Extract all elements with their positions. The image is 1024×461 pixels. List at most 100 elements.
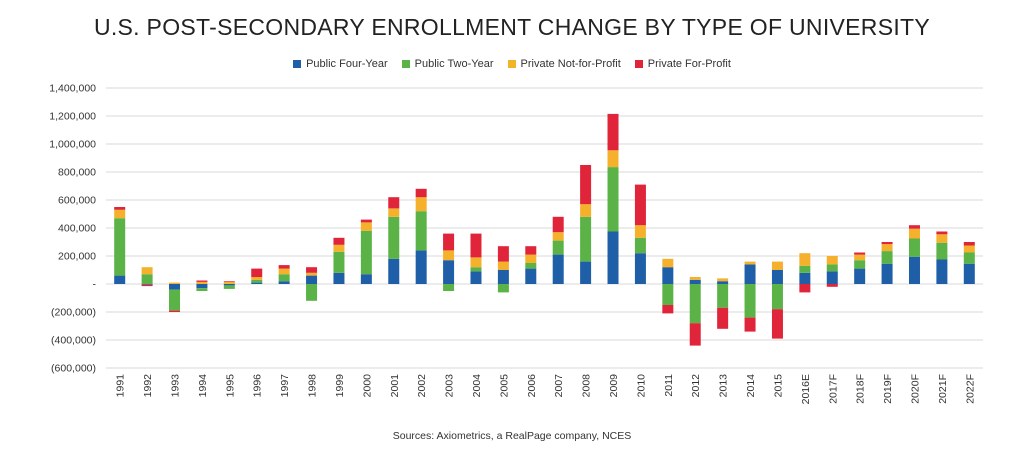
bar-segment-private-for-profit-2007 <box>552 216 564 233</box>
bar-segment-private-for-profit-2017F <box>826 284 838 287</box>
x-tick-label: 2001 <box>389 374 401 398</box>
x-tick-label: 2010 <box>635 374 647 398</box>
bar-segment-private-not-for-profit-2022F <box>963 245 975 253</box>
y-tick-label: (600,000) <box>51 363 96 375</box>
bar-segment-private-for-profit-2018F <box>854 252 866 255</box>
x-tick-label: 1996 <box>252 374 264 398</box>
bar-segment-public-two-year-2007 <box>552 240 564 255</box>
bar-segment-private-for-profit-2013 <box>717 307 729 329</box>
bar-segment-private-for-profit-2021F <box>936 231 948 235</box>
x-tick-label: 2015 <box>772 374 784 398</box>
bar-segment-private-not-for-profit-2008 <box>580 204 592 217</box>
bar-segment-private-not-for-profit-1991 <box>114 209 126 219</box>
bar-segment-private-not-for-profit-1999 <box>333 244 345 252</box>
chart-title: U.S. POST-SECONDARY ENROLLMENT CHANGE BY… <box>93 14 931 40</box>
x-tick-label: 2012 <box>690 374 702 398</box>
bar-segment-private-not-for-profit-2009 <box>607 150 619 168</box>
x-tick-label: 1992 <box>142 374 154 398</box>
legend-swatch-public-four-year <box>293 60 302 68</box>
bar-segment-public-two-year-2003 <box>443 284 455 291</box>
bar-segment-public-four-year-2000 <box>360 274 372 284</box>
bar-segment-public-four-year-2006 <box>525 268 537 284</box>
bar-segment-private-not-for-profit-1994 <box>196 281 208 284</box>
x-tick-label: 2005 <box>498 374 510 398</box>
bar-segment-private-for-profit-2012 <box>689 323 701 346</box>
bar-segment-public-four-year-2007 <box>552 254 564 284</box>
y-tick-label: - <box>93 279 97 291</box>
x-tick-label: 2019F <box>882 374 894 404</box>
bar-segment-private-not-for-profit-2019F <box>881 244 893 252</box>
bar-segment-public-two-year-2016E <box>799 265 811 273</box>
bar-segment-private-for-profit-2004 <box>470 233 482 258</box>
bar-segment-public-four-year-2012 <box>689 279 701 284</box>
bar-segment-private-not-for-profit-2010 <box>634 225 646 238</box>
bar-segment-public-four-year-2001 <box>388 258 400 284</box>
bar-segment-public-four-year-2014 <box>744 264 756 284</box>
x-tick-label: 1994 <box>197 374 209 398</box>
legend-swatch-private-for-profit <box>634 60 643 68</box>
y-tick-label: (200,000) <box>51 307 96 319</box>
x-tick-label: 2007 <box>553 374 565 398</box>
x-tick-label: 2016E <box>800 374 812 404</box>
bar-segment-public-four-year-1995 <box>223 284 235 286</box>
x-tick-label: 1997 <box>279 374 291 398</box>
x-tick-label: 1993 <box>170 374 182 398</box>
x-tick-label: 2021F <box>937 374 949 404</box>
bar-segment-private-not-for-profit-2011 <box>662 258 674 268</box>
bar-segment-private-not-for-profit-2003 <box>443 250 455 261</box>
bar-segment-public-two-year-1997 <box>278 274 290 282</box>
bar-segment-public-two-year-2008 <box>580 216 592 262</box>
bar-segment-public-two-year-1994 <box>196 288 208 291</box>
bar-segment-public-two-year-2000 <box>360 230 372 275</box>
bar-segment-private-not-for-profit-2014 <box>744 261 756 265</box>
bar-segment-public-two-year-1999 <box>333 251 345 273</box>
bar-segment-public-four-year-1997 <box>278 281 290 284</box>
bar-segment-private-not-for-profit-2006 <box>525 254 537 263</box>
bar-segment-public-two-year-2011 <box>662 284 674 305</box>
bar-segment-private-for-profit-2010 <box>634 184 646 226</box>
legend-label-public-four-year: Public Four-Year <box>306 58 388 70</box>
x-tick-label: 2009 <box>608 374 620 398</box>
bar-segment-private-for-profit-2006 <box>525 246 537 255</box>
legend-swatch-public-two-year <box>401 60 410 68</box>
bar-segment-private-for-profit-1994 <box>196 280 208 282</box>
bar-segment-public-four-year-2018F <box>854 268 866 284</box>
bar-segment-private-not-for-profit-2015 <box>771 261 783 270</box>
bar-segment-public-four-year-2017F <box>826 271 838 284</box>
x-tick-label: 2011 <box>663 374 675 397</box>
bar-segment-public-two-year-1991 <box>114 218 126 276</box>
bar-segment-private-for-profit-2000 <box>360 219 372 223</box>
bar-segment-public-two-year-2017F <box>826 264 838 272</box>
bar-segment-public-four-year-1994 <box>196 284 208 289</box>
bar-segment-public-four-year-1992 <box>141 284 153 285</box>
bar-segment-private-not-for-profit-1996 <box>251 277 263 280</box>
x-tick-label: 2000 <box>361 374 373 398</box>
x-tick-label: 2006 <box>526 374 538 398</box>
bar-segment-public-four-year-2013 <box>717 281 729 284</box>
bar-segment-public-four-year-1993 <box>169 284 181 290</box>
bar-segment-public-two-year-2014 <box>744 284 756 318</box>
bar-segment-private-not-for-profit-2017F <box>826 256 838 265</box>
bar-segment-private-not-for-profit-1995 <box>223 281 235 284</box>
y-tick-label: 1,200,000 <box>49 111 96 123</box>
bar-segment-private-for-profit-2022F <box>963 242 975 246</box>
bar-segment-public-two-year-2002 <box>415 211 427 251</box>
bar-segment-public-two-year-1992 <box>141 274 153 284</box>
bar-segment-private-for-profit-1993 <box>169 310 181 312</box>
bar-segment-public-four-year-2002 <box>415 250 427 284</box>
bar-segment-public-two-year-2009 <box>607 167 619 232</box>
y-tick-label: (400,000) <box>51 335 96 347</box>
bar-segment-private-not-for-profit-1998 <box>306 272 318 276</box>
legend-swatch-private-not-for-profit <box>507 60 516 68</box>
x-tick-label: 1995 <box>224 374 236 398</box>
bar-segment-private-not-for-profit-2004 <box>470 257 482 268</box>
bar-segment-public-two-year-2005 <box>497 284 509 293</box>
bar-segment-public-four-year-2003 <box>443 260 455 284</box>
bar-segment-private-not-for-profit-2013 <box>717 278 729 282</box>
bar-segment-private-for-profit-2020F <box>908 225 920 229</box>
bar-segment-public-four-year-2010 <box>634 253 646 284</box>
legend-label-private-for-profit: Private For-Profit <box>647 58 731 70</box>
bar-segment-private-for-profit-1991 <box>114 207 126 210</box>
bar-segment-public-four-year-2005 <box>497 270 509 284</box>
bar-segment-public-four-year-2011 <box>662 267 674 284</box>
